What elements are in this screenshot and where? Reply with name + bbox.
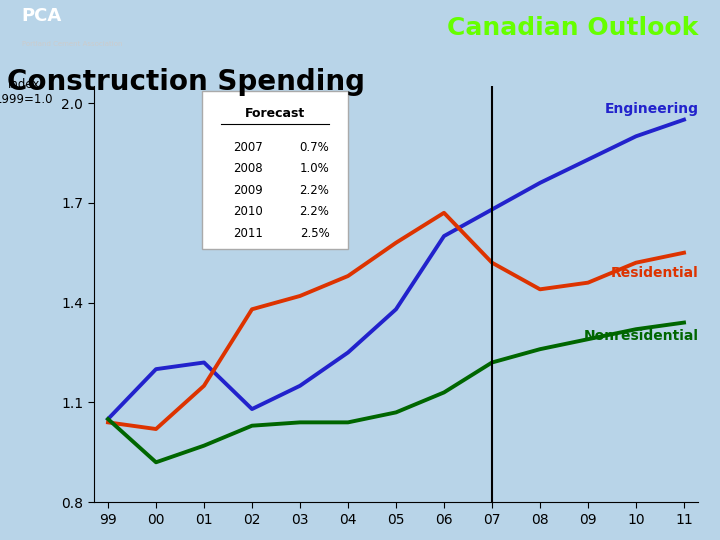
Text: 2009: 2009 — [233, 184, 263, 197]
Text: Canadian Outlook: Canadian Outlook — [447, 16, 698, 40]
Text: Forecast: Forecast — [245, 107, 305, 120]
Text: 2.2%: 2.2% — [300, 184, 330, 197]
Text: Index
1999=1.0: Index 1999=1.0 — [0, 78, 53, 106]
Text: Portland Cement Association: Portland Cement Association — [22, 41, 122, 47]
Text: 2011: 2011 — [233, 227, 263, 240]
FancyBboxPatch shape — [202, 91, 348, 248]
Text: Engineering: Engineering — [604, 103, 698, 116]
Text: Residential: Residential — [611, 266, 698, 280]
Text: 2.2%: 2.2% — [300, 206, 330, 219]
Text: PCA: PCA — [22, 7, 62, 25]
Text: 1.0%: 1.0% — [300, 162, 330, 175]
Text: Construction Spending: Construction Spending — [7, 68, 365, 96]
Text: Nonresidential: Nonresidential — [583, 329, 698, 343]
Text: 2008: 2008 — [233, 162, 262, 175]
Text: 2010: 2010 — [233, 206, 263, 219]
Text: 2.5%: 2.5% — [300, 227, 330, 240]
Text: 2007: 2007 — [233, 140, 263, 153]
Text: 0.7%: 0.7% — [300, 140, 330, 153]
